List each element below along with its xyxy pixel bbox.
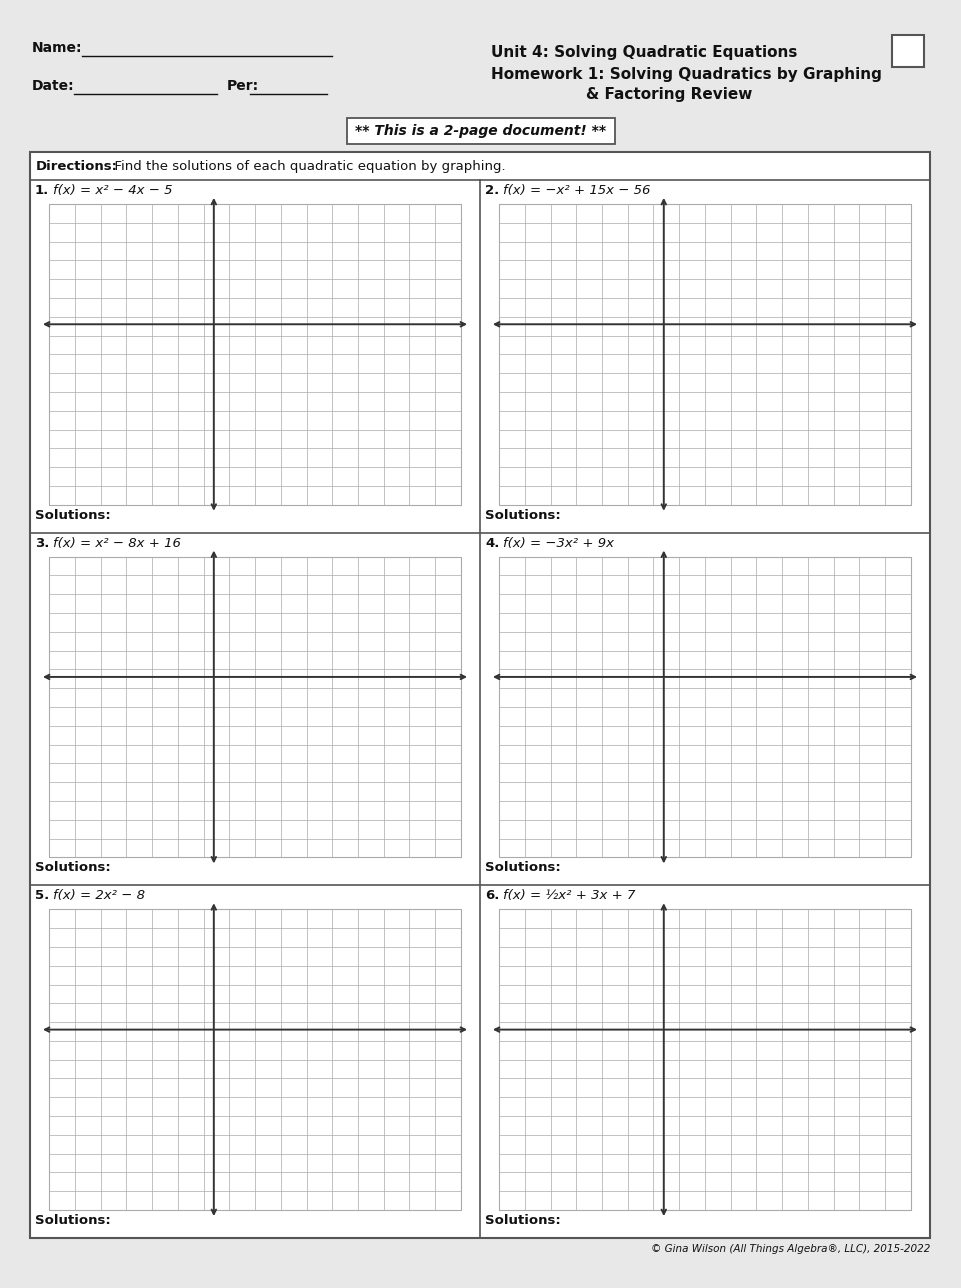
Text: f(x) = −x² + 15x − 56: f(x) = −x² + 15x − 56 [503, 184, 650, 197]
Text: & Factoring Review: & Factoring Review [585, 88, 752, 102]
Text: Name:: Name: [32, 41, 83, 55]
Text: Solutions:: Solutions: [484, 862, 560, 875]
Text: Solutions:: Solutions: [484, 509, 560, 522]
Bar [49, 909, 460, 1209]
Text: f(x) = x² − 8x + 16: f(x) = x² − 8x + 16 [53, 537, 181, 550]
Text: Find the solutions of each quadratic equation by graphing.: Find the solutions of each quadratic equ… [106, 160, 505, 173]
Text: Directions:: Directions: [36, 160, 118, 173]
Text: Solutions:: Solutions: [484, 1215, 560, 1227]
Text: 5.: 5. [35, 889, 49, 903]
Text: Solutions:: Solutions: [35, 1215, 111, 1227]
Text: 6.: 6. [484, 889, 499, 903]
Text: f(x) = 2x² − 8: f(x) = 2x² − 8 [53, 889, 145, 903]
Bar [499, 909, 910, 1209]
Text: ** This is a 2-page document! **: ** This is a 2-page document! ** [355, 124, 606, 138]
Text: Solutions:: Solutions: [35, 509, 111, 522]
Bar [499, 204, 910, 505]
Text: 3.: 3. [35, 537, 49, 550]
Text: Date:: Date: [32, 79, 75, 93]
Bar [49, 556, 460, 858]
Bar [30, 152, 929, 1238]
Text: f(x) = ½x² + 3x + 7: f(x) = ½x² + 3x + 7 [503, 889, 634, 903]
Text: Per:: Per: [227, 79, 259, 93]
Text: 1.: 1. [35, 184, 49, 197]
Text: 2.: 2. [484, 184, 499, 197]
Bar [499, 556, 910, 858]
Bar [347, 118, 614, 144]
Text: © Gina Wilson (All Things Algebra®, LLC), 2015-2022: © Gina Wilson (All Things Algebra®, LLC)… [650, 1244, 929, 1255]
Text: Solutions:: Solutions: [35, 862, 111, 875]
Text: 4.: 4. [484, 537, 499, 550]
Text: f(x) = −3x² + 9x: f(x) = −3x² + 9x [503, 537, 613, 550]
Bar [49, 204, 460, 505]
Bar [891, 35, 923, 67]
Text: Unit 4: Solving Quadratic Equations: Unit 4: Solving Quadratic Equations [490, 45, 796, 61]
Text: Homework 1: Solving Quadratics by Graphing: Homework 1: Solving Quadratics by Graphi… [490, 67, 880, 82]
Text: f(x) = x² − 4x − 5: f(x) = x² − 4x − 5 [53, 184, 172, 197]
